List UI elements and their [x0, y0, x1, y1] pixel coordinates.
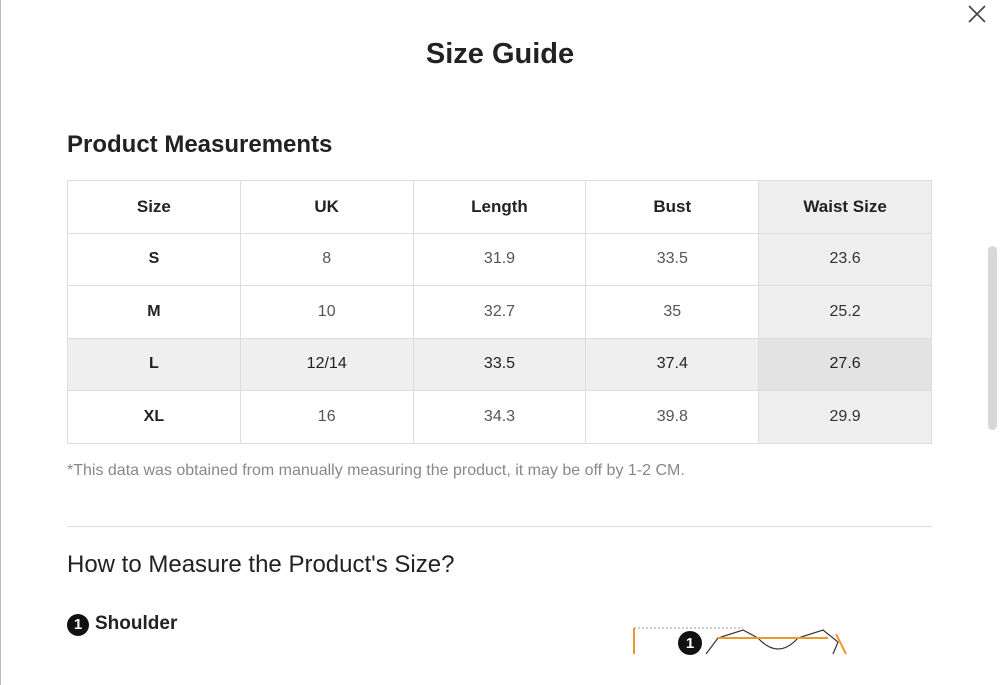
size-table: Size UK Length Bust Waist Size S 8 31.9 33.5 23.6…	[67, 180, 932, 444]
diagram-badge: 1	[686, 635, 694, 652]
header-row: Size UK Length Bust Waist Size	[67, 180, 932, 234]
header-cell: UK	[239, 180, 414, 234]
table-cell: 39.8	[585, 390, 760, 444]
table-cell: 27.6	[758, 337, 932, 391]
table-cell: M	[67, 285, 241, 339]
header-cell: Length	[412, 180, 587, 234]
close-button[interactable]	[966, 3, 988, 25]
table-row: M 10 32.7 35 25.2	[67, 285, 932, 339]
table-row: S 8 31.9 33.5 23.6	[67, 232, 932, 286]
header-cell: Bust	[585, 180, 760, 234]
table-cell: XL	[67, 390, 241, 444]
table-cell: 37.4	[585, 337, 760, 391]
table-cell: 33.5	[585, 232, 760, 286]
table-cell: 10	[239, 285, 414, 339]
modal-title: Size Guide	[425, 38, 575, 70]
table-row: L 12/14 33.5 37.4 27.6	[67, 337, 932, 391]
table-note: *This data was obtained from manually me…	[67, 462, 685, 479]
table-cell: 23.6	[758, 232, 932, 286]
section-heading: Product Measurements	[67, 131, 333, 158]
table-cell: 32.7	[412, 285, 587, 339]
table-row: XL 16 34.3 39.8 29.9	[67, 390, 932, 444]
table-cell: 8	[239, 232, 414, 286]
header-cell: Size	[67, 180, 241, 234]
measure-diagram: 1	[633, 627, 847, 655]
table-cell: 33.5	[412, 337, 587, 391]
table-cell: 12/14	[239, 337, 414, 391]
table-cell: 35	[585, 285, 760, 339]
table-cell: L	[67, 337, 241, 391]
header-cell: Waist Size	[758, 180, 932, 234]
table-cell: 34.3	[412, 390, 587, 444]
divider	[67, 526, 932, 527]
scrollbar[interactable]	[988, 246, 997, 430]
table-cell: 29.9	[758, 390, 932, 444]
table-cell: S	[67, 232, 241, 286]
table-cell: 25.2	[758, 285, 932, 339]
table-cell: 31.9	[412, 232, 587, 286]
step-label: Shoulder	[95, 613, 178, 634]
modal-edge	[0, 0, 1, 685]
table-cell: 16	[239, 390, 414, 444]
section-heading: How to Measure the Product's Size?	[67, 551, 455, 578]
step-badge: 1	[67, 614, 89, 636]
